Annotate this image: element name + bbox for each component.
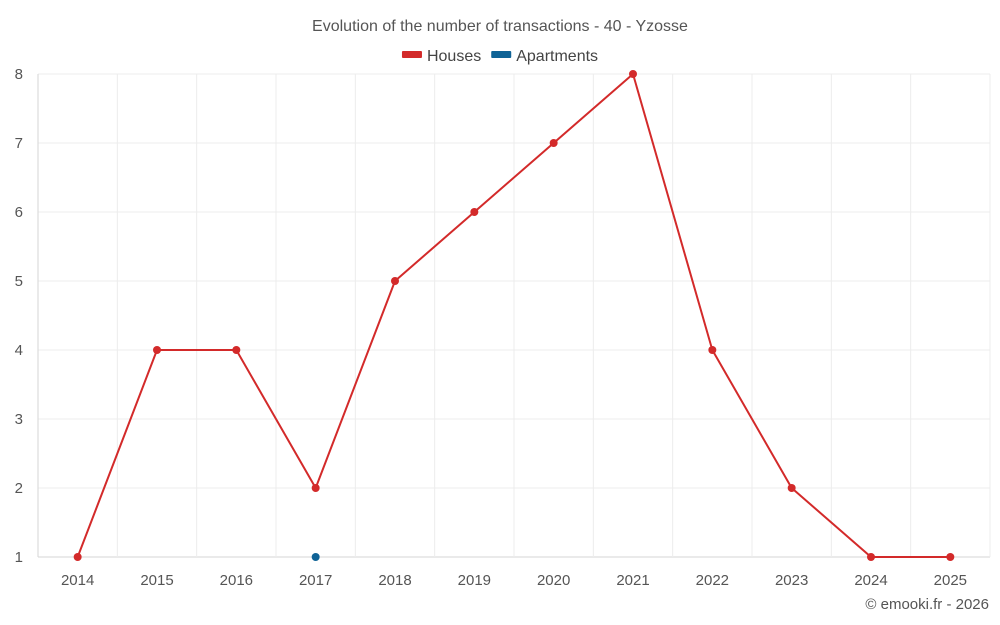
data-point-houses[interactable]	[311, 484, 320, 492]
y-tick-label: 8	[15, 66, 23, 83]
y-tick-label: 6	[15, 204, 23, 221]
legend-label: Apartments	[516, 48, 598, 65]
y-tick-label: 5	[15, 273, 23, 290]
y-tick-label: 4	[15, 342, 23, 359]
data-point-houses[interactable]	[232, 346, 241, 354]
y-tick-label: 1	[15, 549, 23, 566]
x-tick-label: 2017	[299, 572, 332, 589]
x-tick-label: 2025	[934, 572, 967, 589]
series-line-houses	[76, 73, 951, 558]
grid	[37, 73, 991, 558]
y-tick-label: 2	[15, 480, 23, 497]
x-tick-label: 2018	[378, 572, 411, 589]
data-point-houses[interactable]	[946, 553, 955, 561]
data-point-houses[interactable]	[73, 553, 82, 561]
x-tick-label: 2019	[458, 572, 491, 589]
legend-swatch-houses	[401, 51, 422, 58]
legend-swatch-apartments	[491, 51, 512, 58]
x-tick-label: 2021	[616, 572, 649, 589]
data-point-houses[interactable]	[708, 346, 717, 354]
x-tick-label: 2022	[696, 572, 729, 589]
x-tick-label: 2015	[140, 572, 173, 589]
data-point-houses[interactable]	[153, 346, 161, 354]
data-point-houses[interactable]	[867, 553, 875, 561]
legend: Houses Apartments	[401, 48, 598, 65]
data-point-houses[interactable]	[787, 484, 796, 492]
series-group	[73, 70, 955, 561]
y-tick-label: 3	[15, 411, 23, 428]
data-point-houses[interactable]	[629, 70, 637, 78]
x-tick-label: 2024	[854, 572, 887, 589]
y-tick-label: 7	[15, 135, 23, 152]
data-point-houses[interactable]	[391, 277, 399, 285]
credit-text: © emooki.fr - 2026	[865, 596, 989, 613]
y-axis-ticks: 1 2 3 4 5 6 7 8	[15, 66, 23, 566]
x-tick-label: 2014	[61, 572, 94, 589]
data-point-apartments[interactable]	[311, 553, 320, 561]
x-axis-ticks: 2014 2015 2016 2017 2018 2019 2020 2021 2022 2023…	[61, 572, 967, 589]
chart-title: Evolution of the number of transactions …	[312, 18, 688, 35]
data-point-houses[interactable]	[549, 139, 558, 147]
x-tick-label: 2016	[220, 572, 253, 589]
x-tick-label: 2023	[775, 572, 808, 589]
legend-label: Houses	[427, 48, 481, 65]
data-point-houses[interactable]	[470, 208, 479, 216]
x-tick-label: 2020	[537, 572, 570, 589]
